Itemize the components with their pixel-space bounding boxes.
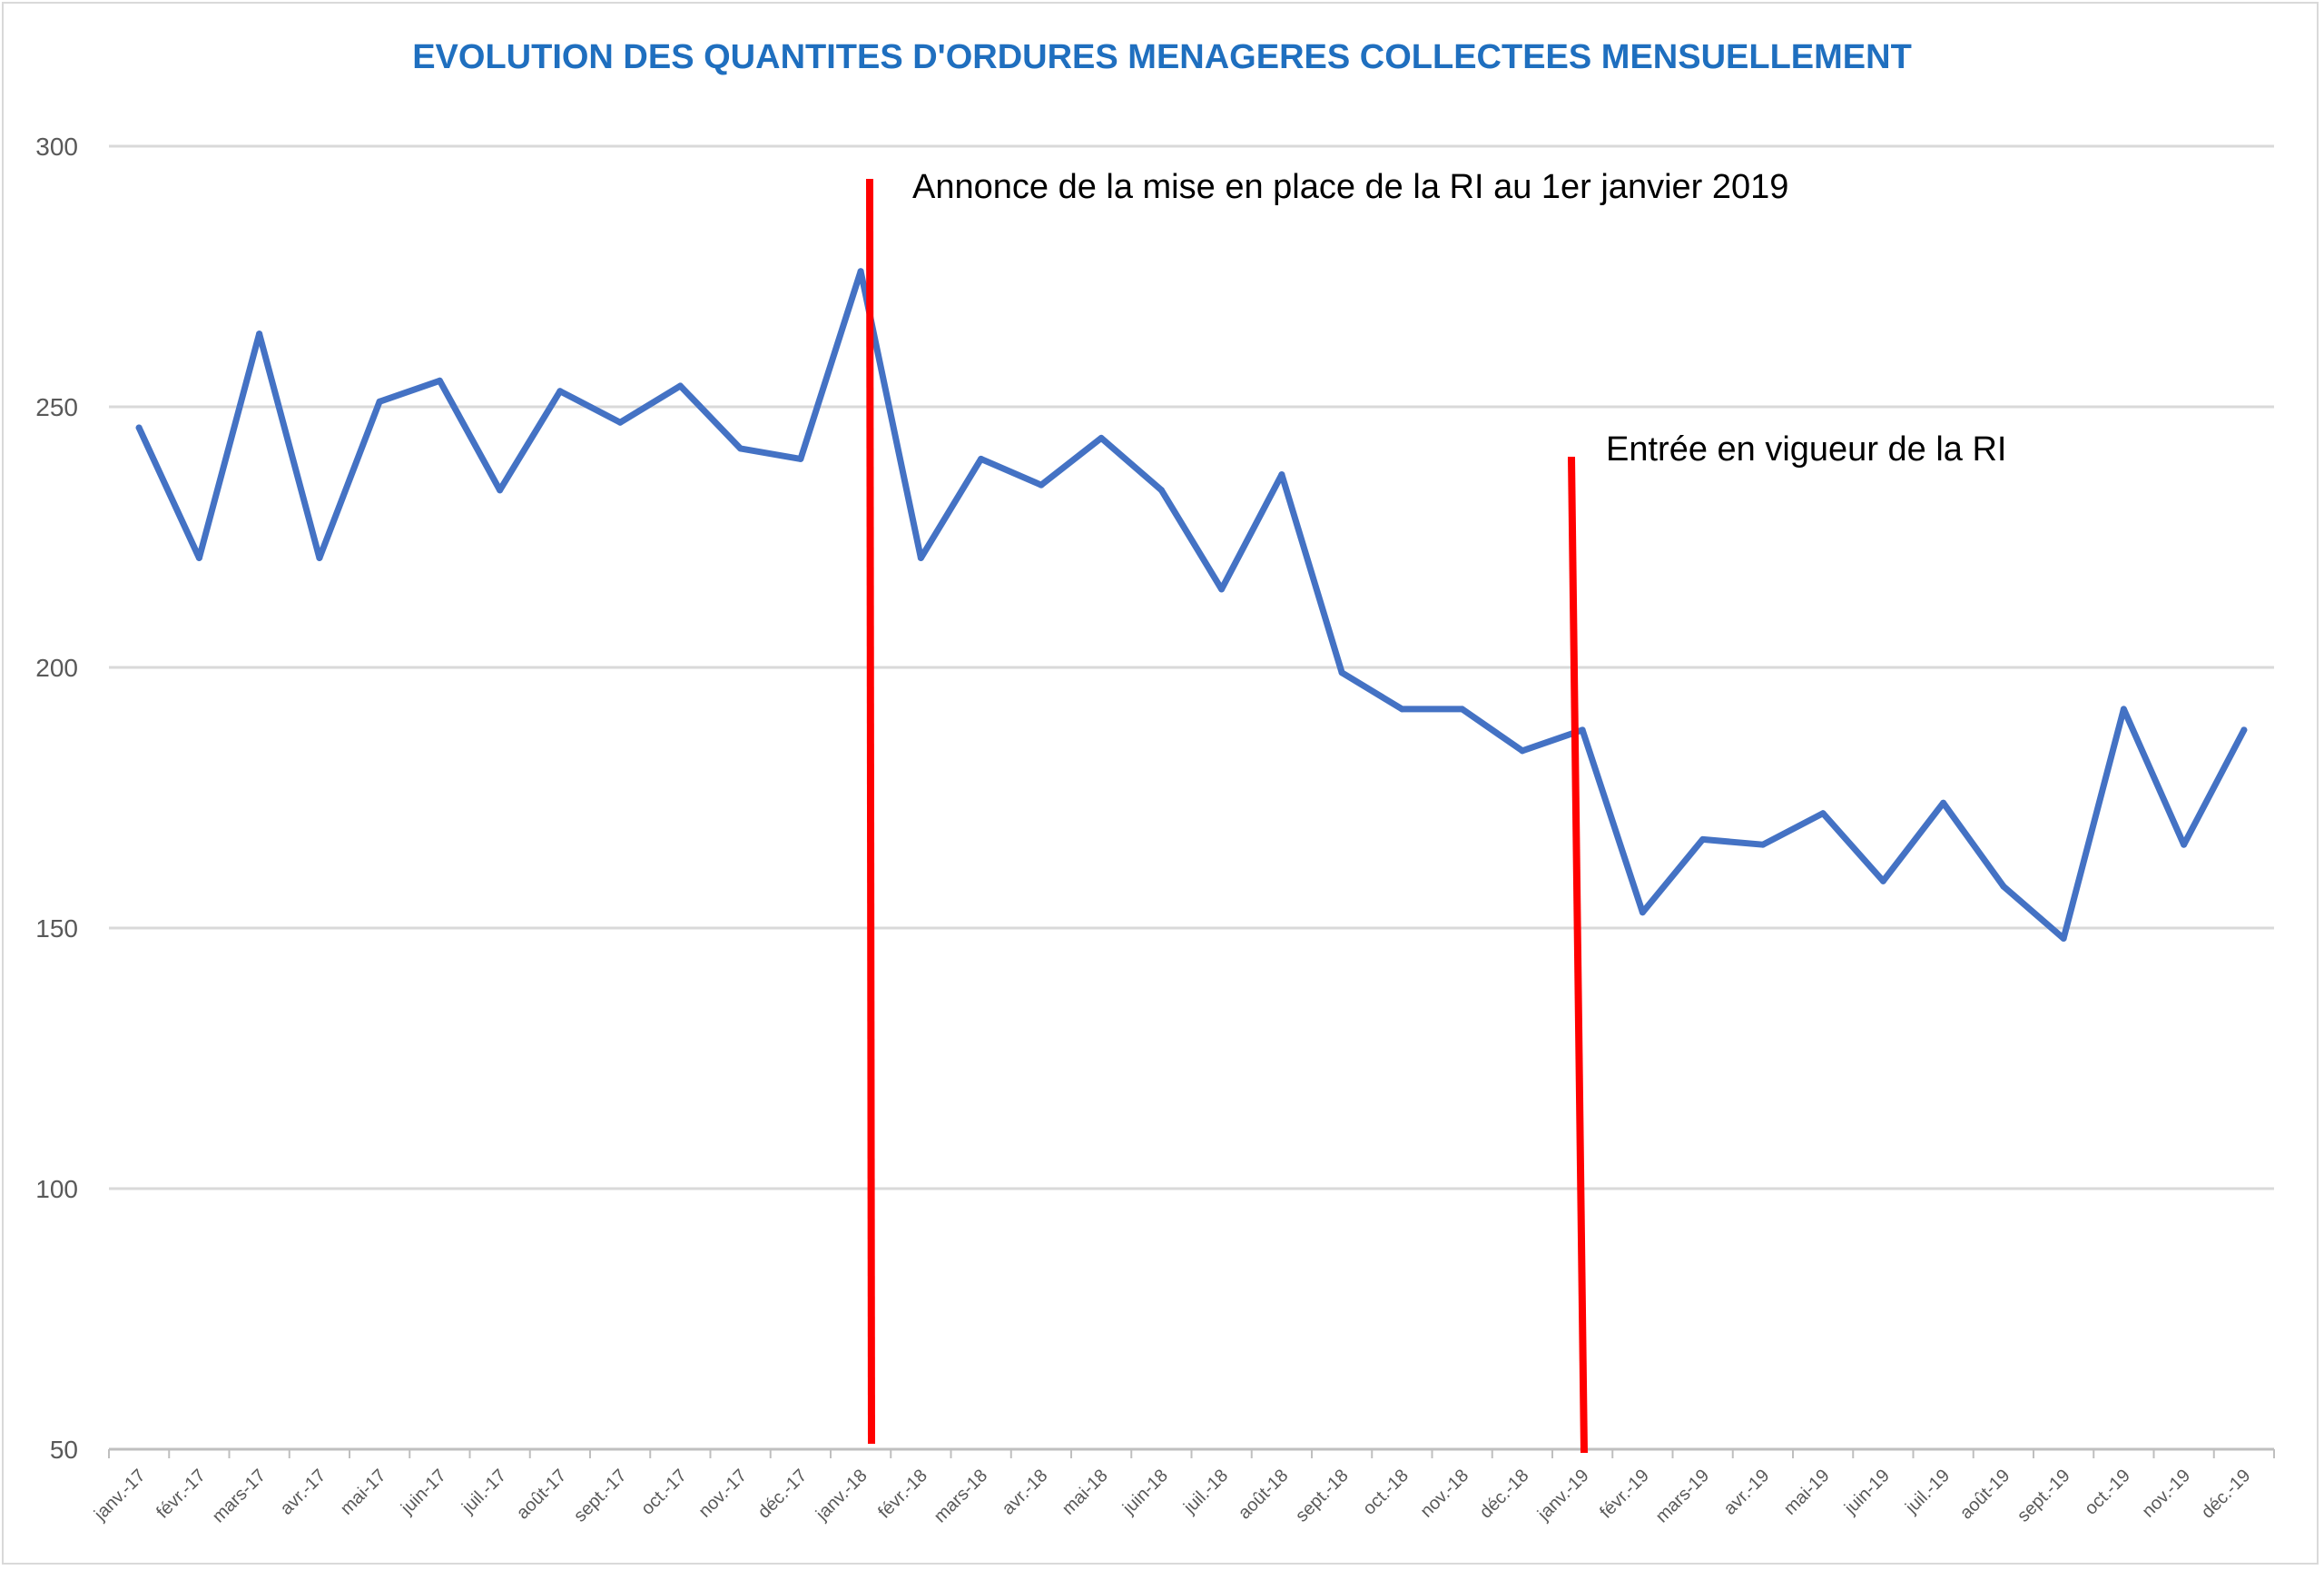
data-point xyxy=(1218,586,1226,593)
data-point xyxy=(497,487,504,494)
x-tick-label: août-18 xyxy=(1235,1466,1293,1524)
data-point xyxy=(316,554,323,561)
x-tick-label: sept.-17 xyxy=(570,1466,631,1526)
chart-title: EVOLUTION DES QUANTITES D'ORDURES MENAGE… xyxy=(412,38,1912,76)
data-point xyxy=(1459,706,1466,713)
x-tick-label: oct.-18 xyxy=(1359,1466,1413,1519)
data-point xyxy=(256,331,263,338)
x-tick-label: sept.-18 xyxy=(1292,1466,1353,1526)
y-tick-label: 300 xyxy=(35,133,78,161)
x-tick-label: déc.-18 xyxy=(1476,1466,1533,1523)
data-point xyxy=(2181,841,2188,848)
x-tick-label: mars-17 xyxy=(209,1466,270,1526)
x-tick-label: févr.-17 xyxy=(153,1466,210,1523)
data-point xyxy=(737,445,744,452)
x-tick-label: mai-18 xyxy=(1059,1466,1112,1519)
x-tick-label: avr.-18 xyxy=(999,1466,1052,1519)
y-tick-label: 100 xyxy=(35,1175,78,1203)
x-tick-label: janv.-18 xyxy=(812,1466,872,1526)
data-point xyxy=(1398,706,1405,713)
data-point xyxy=(2060,934,2067,942)
x-tick-label: févr.-19 xyxy=(1596,1466,1653,1523)
data-point xyxy=(917,554,924,561)
x-tick-label: juil.-18 xyxy=(1179,1466,1232,1518)
x-tick-label: nov.-19 xyxy=(2138,1466,2194,1522)
x-tick-label: oct.-17 xyxy=(637,1466,691,1519)
x-tick-label: sept.-19 xyxy=(2014,1466,2074,1526)
data-point xyxy=(616,419,624,426)
annotation-label: Annonce de la mise en place de la RI au … xyxy=(912,168,1788,206)
data-point xyxy=(1098,434,1105,441)
x-tick-label: mars-19 xyxy=(1652,1466,1713,1526)
data-point xyxy=(195,554,202,561)
y-tick-label: 50 xyxy=(50,1436,78,1464)
data-point xyxy=(1338,669,1345,676)
x-tick-label: mai-17 xyxy=(337,1466,390,1519)
data-point xyxy=(376,398,383,405)
data-point xyxy=(556,388,564,395)
x-tick-label: janv.-19 xyxy=(1533,1466,1593,1526)
x-tick-label: août-17 xyxy=(513,1466,571,1524)
data-point xyxy=(1759,841,1767,848)
data-point xyxy=(1940,799,1947,806)
x-tick-label: févr.-18 xyxy=(874,1466,931,1523)
x-tick-label: avr.-17 xyxy=(277,1466,330,1519)
data-point xyxy=(1038,481,1045,489)
x-tick-label: déc.-19 xyxy=(2198,1466,2255,1523)
data-point xyxy=(135,424,143,431)
x-tick-label: oct.-19 xyxy=(2081,1466,2134,1519)
data-point xyxy=(676,382,684,390)
data-point xyxy=(857,268,864,275)
x-tick-label: nov.-17 xyxy=(694,1466,751,1522)
data-point xyxy=(1579,726,1586,734)
x-tick-label: déc.-17 xyxy=(754,1466,812,1523)
annotation-marker-line xyxy=(866,178,875,1445)
x-tick-label: juin-18 xyxy=(1118,1466,1172,1519)
x-tick-label: janv.-17 xyxy=(90,1466,150,1526)
series-line-0 xyxy=(135,268,2248,942)
data-point xyxy=(1157,487,1165,494)
x-tick-label: août-19 xyxy=(1956,1466,2014,1524)
annotation-marker-line xyxy=(1568,456,1588,1454)
data-point xyxy=(436,377,443,384)
x-tick-label: nov.-18 xyxy=(1416,1466,1472,1522)
data-point xyxy=(978,455,985,462)
x-tick-label: mars-18 xyxy=(931,1466,991,1526)
data-point xyxy=(2000,883,2007,890)
data-point xyxy=(1278,471,1285,479)
data-point xyxy=(1639,909,1646,916)
y-tick-label: 200 xyxy=(35,654,78,682)
data-point xyxy=(1519,747,1526,755)
x-tick-label: mai-19 xyxy=(1780,1466,1834,1519)
data-point xyxy=(1879,877,1886,884)
data-point xyxy=(1819,810,1827,817)
x-tick-label: juil.-17 xyxy=(458,1466,510,1518)
x-tick-label: juin-17 xyxy=(397,1466,450,1519)
data-point xyxy=(797,455,804,462)
annotation-label: Entrée en vigueur de la RI xyxy=(1606,430,2007,469)
data-point xyxy=(1699,835,1707,843)
y-tick-label: 250 xyxy=(35,393,78,421)
x-tick-label: juil.-19 xyxy=(1901,1466,1954,1518)
data-point xyxy=(2120,706,2127,713)
y-tick-label: 150 xyxy=(35,914,78,943)
data-point xyxy=(2240,726,2248,734)
x-tick-label: avr.-19 xyxy=(1720,1466,1774,1519)
x-tick-label: juin-19 xyxy=(1840,1466,1894,1519)
